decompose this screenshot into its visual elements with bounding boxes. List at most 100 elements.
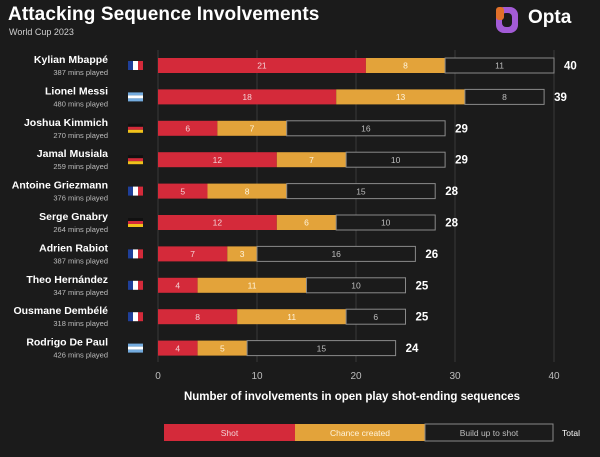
bar-segment-shot bbox=[158, 152, 277, 168]
bar-segment-value: 7 bbox=[190, 249, 195, 259]
bar-segment-value: 6 bbox=[185, 124, 190, 134]
bar-segment-value: 4 bbox=[175, 281, 180, 291]
flag-france-icon bbox=[128, 186, 133, 196]
bar-segment-chance-created bbox=[365, 58, 446, 73]
bar-segment-chance-created bbox=[197, 277, 307, 293]
bar-segment-value: 7 bbox=[250, 124, 255, 134]
bar-segment-value: 8 bbox=[403, 61, 408, 71]
flag-germany-icon bbox=[128, 221, 143, 224]
bar-segment-build-up-to-shot bbox=[464, 88, 545, 105]
legend-total-label: Total bbox=[562, 428, 580, 438]
bar-total-label: 40 bbox=[564, 61, 577, 73]
bar-segment-value: 8 bbox=[245, 186, 250, 196]
player-minutes: 387 mins played bbox=[53, 256, 108, 265]
legend-label: Build up to shot bbox=[460, 428, 519, 438]
flag-france-icon bbox=[133, 61, 138, 70]
bar-segment-chance-created bbox=[197, 340, 248, 356]
bar-segment-value: 16 bbox=[361, 124, 371, 134]
player-minutes: 259 mins played bbox=[53, 162, 108, 171]
bar-segment-build-up-to-shot bbox=[345, 308, 407, 325]
player-name: Kylian Mbappé bbox=[34, 54, 108, 66]
flag-germany-icon bbox=[128, 126, 143, 130]
flag-france-icon bbox=[138, 249, 143, 259]
bar-segment-value: 11 bbox=[495, 61, 504, 71]
flag-france-icon bbox=[138, 61, 143, 70]
bar-segment-value: 7 bbox=[309, 155, 314, 165]
flag-france-icon bbox=[138, 186, 143, 196]
bar-total-label: 24 bbox=[406, 343, 419, 355]
bar-total-label: 25 bbox=[416, 312, 429, 324]
player-name: Adrien Rabiot bbox=[39, 242, 108, 254]
chart-title: Attacking Sequence Involvements bbox=[8, 4, 320, 25]
player-name: Serge Gnabry bbox=[39, 211, 108, 223]
bar-segment-value: 12 bbox=[213, 155, 223, 165]
bar-segment-value: 8 bbox=[502, 92, 507, 102]
opta-logo-mark bbox=[496, 7, 518, 33]
bar-segment-chance-created bbox=[276, 152, 347, 168]
flag-argentina-icon bbox=[128, 98, 143, 102]
opta-logo-icon bbox=[496, 7, 518, 33]
bar-segment-chance-created bbox=[237, 309, 347, 325]
bar-segment-value: 6 bbox=[304, 218, 309, 228]
bar-total-label: 26 bbox=[425, 249, 438, 261]
flag-argentina-icon bbox=[128, 92, 143, 96]
flag-france-icon bbox=[128, 312, 133, 322]
player-name: Jamal Musiala bbox=[37, 148, 108, 160]
legend-label: Shot bbox=[221, 428, 239, 438]
bar-total-label: 28 bbox=[445, 186, 458, 198]
player-minutes: 480 mins played bbox=[53, 99, 108, 108]
bar-segment-value: 8 bbox=[195, 312, 200, 322]
flag-germany-icon bbox=[128, 218, 143, 221]
flag-germany-icon bbox=[128, 129, 143, 133]
bar-segment-chance-created bbox=[227, 246, 257, 262]
x-tick-label: 40 bbox=[548, 371, 560, 382]
bar-segment-value: 12 bbox=[213, 218, 223, 228]
bar-segment-value: 13 bbox=[396, 92, 406, 102]
bar-total-label: 25 bbox=[416, 280, 429, 292]
flag-france-icon bbox=[133, 186, 138, 196]
bar-segment-shot bbox=[158, 215, 277, 230]
bar-segment-build-up-to-shot bbox=[286, 183, 436, 200]
bar-segment-value: 15 bbox=[356, 186, 366, 196]
flag-argentina-icon bbox=[128, 95, 143, 99]
x-tick-label: 0 bbox=[155, 371, 161, 382]
bar-total-label: 39 bbox=[554, 92, 567, 104]
legend-swatch-shot bbox=[164, 424, 295, 441]
player-name: Antoine Griezmann bbox=[12, 180, 108, 192]
x-axis-title: Number of involvements in open play shot… bbox=[184, 391, 520, 403]
bar-segment-chance-created bbox=[207, 183, 287, 199]
bar-segment-shot bbox=[158, 277, 198, 293]
flag-germany-icon bbox=[128, 224, 143, 227]
flag-france-icon bbox=[133, 249, 138, 259]
flag-germany-icon bbox=[128, 161, 143, 165]
bar-segment-chance-created bbox=[276, 215, 337, 230]
flag-argentina-icon bbox=[128, 343, 143, 347]
legend-swatch-chance-created bbox=[295, 424, 425, 441]
x-tick-label: 20 bbox=[350, 371, 362, 382]
bar-segment-shot bbox=[158, 89, 337, 105]
bar-segment-value: 15 bbox=[317, 343, 327, 353]
flag-argentina-icon bbox=[128, 346, 143, 350]
bar-segment-build-up-to-shot bbox=[246, 340, 397, 357]
bar-segment-value: 10 bbox=[381, 218, 391, 228]
bar-segment-shot bbox=[158, 309, 238, 325]
player-name: Ousmane Dembélé bbox=[13, 305, 108, 317]
flag-france-icon bbox=[128, 61, 133, 70]
flag-argentina-icon bbox=[128, 349, 143, 353]
x-tick-label: 30 bbox=[449, 371, 461, 382]
flag-france-icon bbox=[128, 249, 133, 259]
brand-name: Opta bbox=[528, 7, 572, 28]
bar-segment-value: 10 bbox=[391, 155, 401, 165]
bar-segment-value: 5 bbox=[220, 343, 225, 353]
bar-segment-chance-created bbox=[217, 120, 287, 136]
bar-segment-value: 11 bbox=[287, 312, 296, 322]
bar-segment-value: 21 bbox=[257, 61, 267, 71]
bar-segment-build-up-to-shot bbox=[306, 277, 406, 294]
bar-segment-build-up-to-shot bbox=[286, 120, 446, 137]
bar-segment-shot bbox=[158, 246, 228, 262]
player-minutes: 376 mins played bbox=[53, 194, 108, 203]
bar-segment-build-up-to-shot bbox=[256, 245, 416, 262]
bar-segment-shot bbox=[158, 183, 208, 199]
